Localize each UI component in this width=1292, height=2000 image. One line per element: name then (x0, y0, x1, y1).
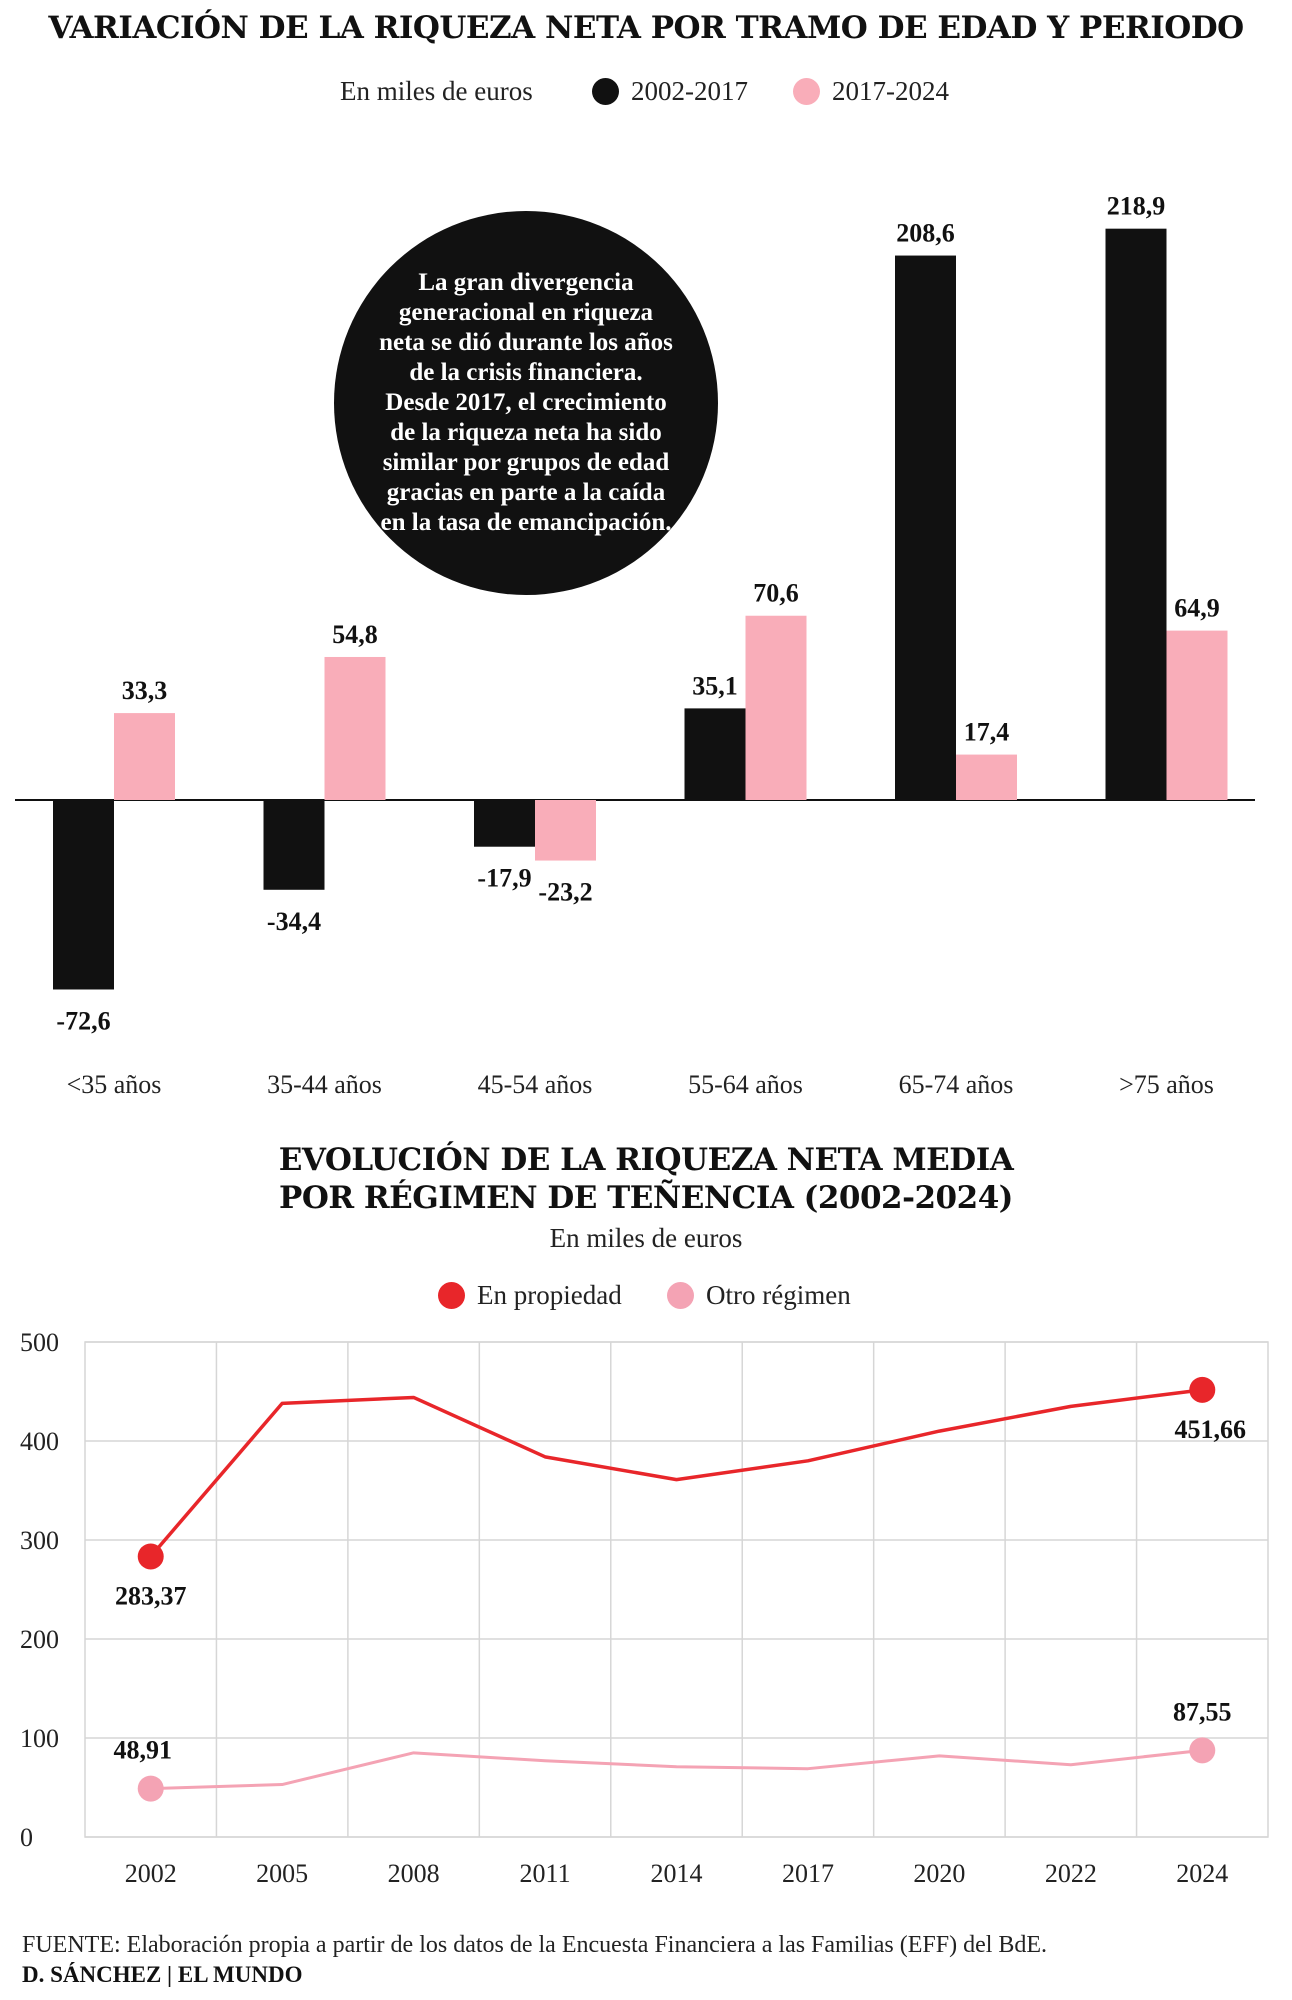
annotation-text: La gran divergencia generacional en riqu… (379, 269, 673, 536)
bar-2002-2017-2 (474, 800, 535, 847)
bar-value-label: 33,3 (122, 676, 168, 705)
x-tick-label: 2002 (125, 1859, 177, 1888)
bar-value-label: 64,9 (1174, 594, 1220, 623)
line-chart-subtitle: En miles de euros (549, 1223, 743, 1253)
legend-otro-regimen: Otro régimen (667, 1280, 851, 1311)
endpoint-label: 451,66 (1175, 1415, 1247, 1444)
y-tick-label: 0 (20, 1823, 33, 1852)
series-line-0 (149, 1388, 1203, 1558)
category-label: >75 años (1119, 1070, 1214, 1099)
legend-label: 2002-2017 (631, 76, 748, 106)
bar-value-label: -23,2 (538, 878, 592, 907)
endpoint-marker-end-0 (1189, 1376, 1216, 1403)
x-tick-label: 2024 (1176, 1859, 1228, 1888)
legend-dot-black (592, 78, 619, 105)
y-tick-label: 100 (20, 1724, 59, 1753)
x-tick-label: 2011 (520, 1859, 571, 1888)
bar-value-label: 17,4 (964, 718, 1010, 747)
bar-2002-2017-5 (1105, 228, 1167, 800)
bar-2017-2024-2 (535, 800, 596, 861)
line-chart-title-line1: EVOLUCIÓN DE LA RIQUEZA NETA MEDIA (278, 1142, 1014, 1178)
line-chart: 0 100 200 300 400 500 2002 2005 2008 2011 2014 2017… (20, 1328, 1269, 1888)
y-tick-label: 300 (20, 1526, 59, 1555)
bar-value-label: 208,6 (896, 219, 955, 248)
category-label: 45-54 años (478, 1070, 593, 1099)
source-note: FUENTE: Elaboración propia a partir de l… (22, 1932, 1048, 1958)
x-tick-label: 2022 (1045, 1859, 1097, 1888)
x-tick-label: 2020 (913, 1859, 965, 1888)
legend-en-propiedad: En propiedad (438, 1280, 622, 1311)
bar-2017-2024-0 (114, 713, 175, 800)
legend-label: En propiedad (477, 1280, 622, 1310)
bar-chart-title: VARIACIÓN DE LA RIQUEZA NETA POR TRAMO D… (48, 10, 1244, 46)
credit: D. SÁNCHEZ | EL MUNDO (22, 1962, 303, 1987)
x-tick-label: 2008 (388, 1859, 440, 1888)
category-label: 55-64 años (688, 1070, 803, 1099)
bar-2017-2024-1 (324, 656, 386, 800)
bar-value-label: 35,1 (692, 671, 738, 700)
bar-2002-2017-1 (263, 800, 325, 890)
y-tick-label: 200 (20, 1625, 59, 1654)
bar-value-label: -34,4 (267, 907, 321, 936)
endpoint-marker-start-1 (137, 1775, 164, 1802)
legend-dot-pink (793, 78, 820, 105)
bar-2017-2024-5 (1166, 630, 1228, 800)
legend-dot-light-pink (667, 1282, 694, 1309)
legend-label: 2017-2024 (832, 76, 949, 106)
endpoint-marker-end-1 (1189, 1737, 1216, 1764)
legend-label: Otro régimen (706, 1280, 851, 1310)
bar-chart-subtitle: En miles de euros (340, 76, 533, 106)
series-line-1 (150, 1748, 1203, 1791)
category-label: 65-74 años (899, 1070, 1014, 1099)
x-tick-label: 2017 (782, 1859, 834, 1888)
endpoint-label: 87,55 (1173, 1697, 1232, 1726)
bar-2017-2024-4 (956, 754, 1017, 800)
x-tick-label: 2005 (256, 1859, 308, 1888)
bar-2017-2024-3 (745, 615, 807, 800)
category-label: 35-44 años (267, 1070, 382, 1099)
bar-value-label: 70,6 (753, 579, 799, 608)
y-tick-label: 400 (20, 1427, 59, 1456)
bar-value-label: 218,9 (1107, 192, 1166, 221)
bar-value-label: -17,9 (477, 864, 531, 893)
bar-2002-2017-4 (895, 255, 956, 800)
x-tick-label: 2014 (651, 1859, 703, 1888)
y-tick-label: 500 (20, 1328, 59, 1357)
bar-2002-2017-3 (684, 708, 746, 800)
bar-chart: -72,6 33,3 <35 años -34,4 54,8 35-44 años -17,… (15, 192, 1255, 1099)
bar-value-label: 54,8 (332, 620, 378, 649)
line-chart-title-line2: POR RÉGIMEN DE TEÑENCIA (2002-2024) (279, 1180, 1013, 1216)
endpoint-label: 283,37 (115, 1581, 187, 1610)
legend-2017-2024: 2017-2024 (793, 76, 949, 107)
endpoint-label: 48,91 (113, 1736, 172, 1765)
bar-value-label: -72,6 (56, 1006, 110, 1035)
legend-dot-red (438, 1282, 465, 1309)
bar-2002-2017-0 (53, 800, 114, 990)
annotation-bubble: La gran divergencia generacional en riqu… (334, 211, 718, 595)
legend-2002-2017: 2002-2017 (592, 76, 748, 107)
category-label: <35 años (67, 1070, 162, 1099)
endpoint-marker-start-0 (137, 1543, 164, 1570)
